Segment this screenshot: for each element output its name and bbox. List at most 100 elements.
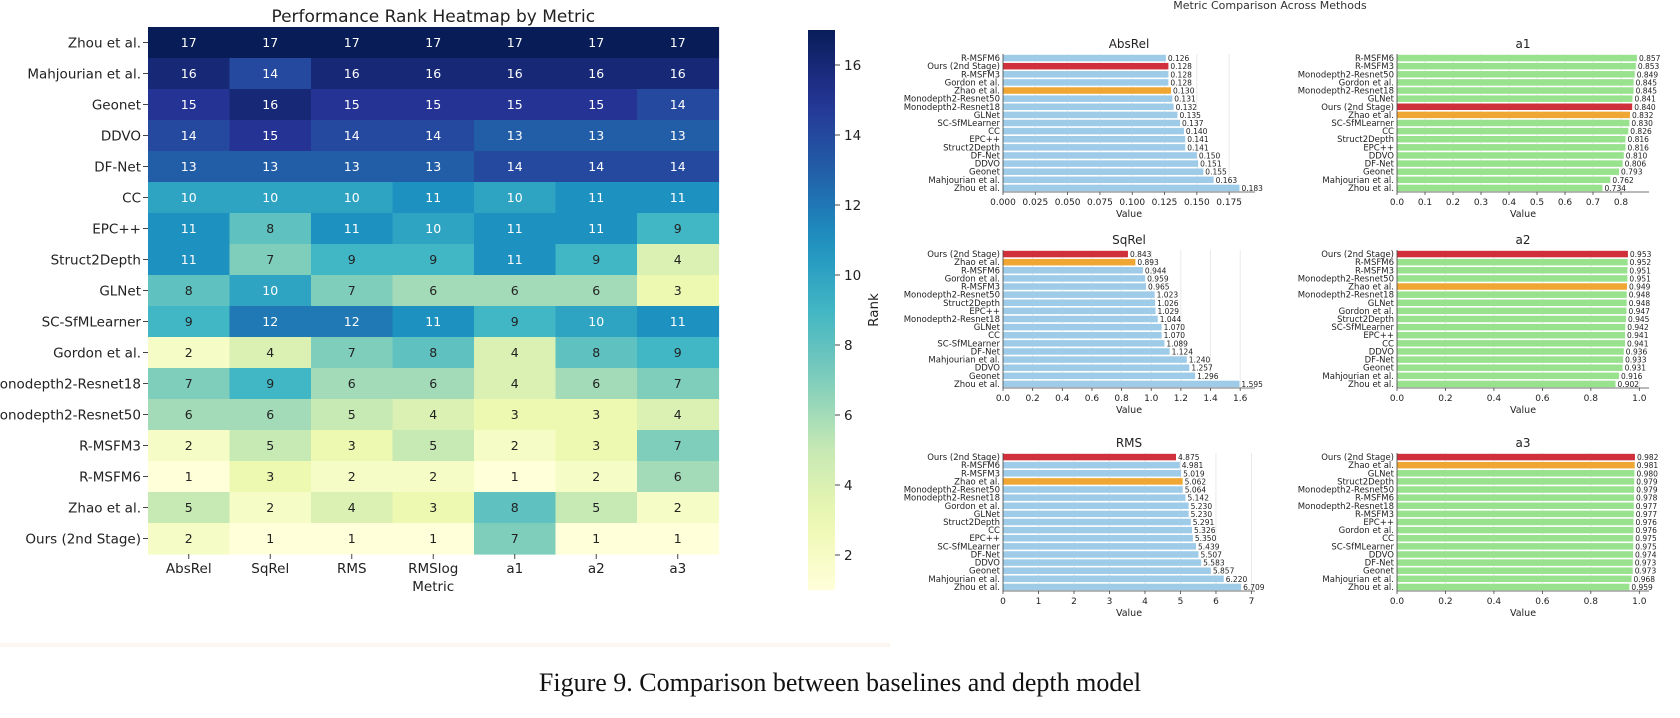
bar-value-label: 0.810 [1626, 151, 1648, 160]
bar-value-label: 1.089 [1166, 339, 1188, 348]
bar-value-label: 0.830 [1631, 119, 1653, 128]
bar-value-label: 0.975 [1635, 542, 1657, 551]
bar-value-label: 0.841 [1634, 95, 1656, 104]
heatmap-cell-label: 7 [674, 376, 682, 391]
heatmap-title: Performance Rank Heatmap by Metric [271, 7, 595, 27]
heatmap-cell [311, 337, 394, 369]
heatmap-cell [229, 120, 312, 152]
bar-category-label: DF-Net [1365, 160, 1395, 170]
bar-value-label: 5.583 [1203, 559, 1225, 568]
bar-category-label: R-MSFM6 [1355, 54, 1394, 64]
heatmap-cell [311, 182, 394, 214]
bar [1397, 575, 1632, 583]
bar-category-label: Gordon et al. [1339, 78, 1394, 88]
bar-value-label: 0.968 [1634, 575, 1656, 584]
bar [1003, 307, 1156, 315]
bar-x-tick-label: 0.8 [1584, 394, 1599, 404]
bar-category-label: EPC++ [969, 307, 1000, 317]
heatmap-cell [229, 89, 312, 121]
bar-category-label: Monodepth2-Resnet18 [904, 494, 1000, 504]
heatmap-cell-label: 8 [266, 221, 274, 236]
heatmap-cell [229, 337, 312, 369]
bar [1397, 95, 1633, 102]
heatmap-cell-label: 10 [262, 190, 278, 205]
heatmap-cell [474, 244, 557, 276]
heatmap-cell [474, 151, 557, 183]
bar-category-label: Monodepth2-Resnet50 [1298, 486, 1394, 496]
heatmap-cell [229, 27, 312, 59]
bar [1397, 510, 1634, 518]
bar-x-tick-label: 0.0 [1390, 597, 1405, 607]
bar [1397, 54, 1637, 62]
bar-category-label: Struct2Depth [1337, 315, 1394, 325]
heatmap-cell [229, 151, 312, 183]
bar-value-label: 0.130 [1173, 87, 1195, 96]
bar-category-label: Geonet [969, 567, 1001, 577]
heatmap-cell-label: 9 [674, 221, 682, 236]
bar-value-label: 5.062 [1185, 477, 1207, 486]
bar [1003, 356, 1187, 363]
bar-category-label: Zhao et al. [954, 477, 1000, 487]
bar-value-label: 0.849 [1637, 70, 1659, 79]
bar [1397, 267, 1628, 274]
heatmap-cell-label: 3 [592, 438, 600, 453]
bar-value-label: 0.979 [1636, 486, 1658, 495]
heatmap-cell-label: 2 [429, 469, 437, 484]
bar [1397, 184, 1603, 192]
bar-x-tick-label: 0.2 [1438, 597, 1452, 607]
bar-x-tick-label: 7 [1249, 597, 1255, 607]
bar [1003, 258, 1136, 266]
heatmap-cell [555, 461, 638, 493]
heatmap-cell [229, 306, 312, 338]
bar-value-label: 1.296 [1197, 372, 1219, 381]
bar-value-label: 0.951 [1629, 274, 1651, 283]
bar [1397, 502, 1634, 510]
bar-category-label: Struct2Depth [1337, 135, 1394, 145]
bar [1003, 510, 1189, 518]
bar-category-label: EPC++ [1363, 143, 1394, 153]
heatmap-cell [392, 368, 475, 400]
bar-value-label: 0.982 [1637, 453, 1659, 462]
bar [1003, 340, 1165, 347]
bar-value-label: 0.981 [1637, 461, 1659, 470]
heatmap-row-label: Gordon et al. [53, 346, 141, 362]
colorbar-label: Rank [866, 293, 882, 327]
bar [1003, 380, 1240, 388]
bar-category-label: Mahjourian et al. [928, 176, 1000, 186]
heatmap-row-label: SC-SfMLearner [42, 315, 142, 331]
bar [1397, 168, 1620, 175]
heatmap-cell-label: 2 [185, 438, 193, 453]
heatmap-cell-label: 6 [266, 407, 274, 422]
bar-value-label: 0.853 [1638, 62, 1660, 71]
heatmap-cell [474, 399, 557, 431]
bar-value-label: 1.240 [1189, 356, 1211, 365]
heatmap-cell-label: 9 [266, 376, 274, 391]
bar-category-label: GLNet [974, 111, 1001, 121]
heatmap-cell [311, 244, 394, 276]
heatmap-row-label: Monodepth2-Resnet18 [0, 377, 141, 393]
bar-value-label: 0.183 [1241, 184, 1263, 193]
bar-value-label: 1.070 [1164, 323, 1186, 332]
bar-x-tick-label: 0.6 [1558, 198, 1573, 208]
heatmap-cell-label: 16 [425, 66, 441, 81]
bar-x-tick-label: 0 [1000, 597, 1006, 607]
heatmap-cell [392, 27, 475, 59]
bar-category-label: Ours (2nd Stage) [927, 62, 1000, 72]
heatmap-cell-label: 10 [344, 190, 360, 205]
bar-category-label: CC [1382, 339, 1394, 349]
heatmap-cell-label: 9 [511, 314, 519, 329]
heatmap-cell-label: 15 [507, 97, 523, 112]
heatmap-cell [474, 337, 557, 369]
heatmap-cell [311, 368, 394, 400]
heatmap-cell [392, 337, 475, 369]
heatmap-panel: Performance Rank Heatmap by Metric 17 17 17… [0, 0, 890, 645]
heatmap-cell-label: 13 [262, 159, 278, 174]
heatmap-row-label: R-MSFM3 [79, 439, 141, 455]
bar [1003, 534, 1193, 542]
heatmap-col-label: a1 [506, 561, 523, 577]
heatmap-cell-label: 6 [511, 283, 519, 298]
bar [1397, 176, 1611, 184]
heatmap-row-label: DF-Net [94, 160, 141, 176]
heatmap-cell-label: 17 [262, 35, 278, 50]
heatmap-cell [474, 182, 557, 214]
